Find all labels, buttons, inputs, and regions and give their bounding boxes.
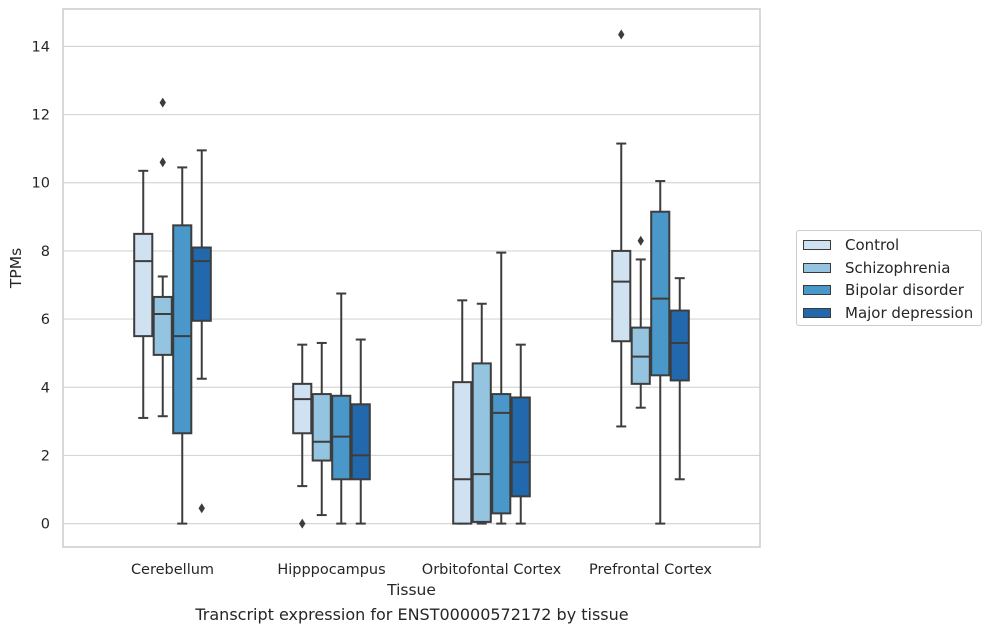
box-iqr <box>152 295 173 356</box>
box-control-cerebellum <box>133 169 154 419</box>
box-schizophrenia-prefrontal-cortex <box>630 235 651 409</box>
legend-swatch <box>803 285 831 296</box>
box-iqr <box>311 393 332 462</box>
box-control-prefrontal-cortex <box>611 29 632 428</box>
y-tick-label: 14 <box>32 39 50 55</box>
box-bipolar-disorder-cerebellum <box>172 166 193 525</box>
x-tick-label: Hipppocampus <box>277 562 385 578</box>
legend-label: Schizophrenia <box>845 258 951 277</box>
y-tick-label: 8 <box>41 244 50 260</box>
outlier-point <box>618 29 625 40</box>
box-iqr <box>452 381 473 525</box>
box-iqr <box>491 393 512 515</box>
box-major-depression-hipppocampus <box>350 338 371 525</box>
legend-item: Schizophrenia <box>797 257 981 280</box>
box-control-hipppocampus <box>292 343 313 529</box>
box-schizophrenia-cerebellum <box>152 97 173 418</box>
outlier-point <box>637 235 644 246</box>
box-major-depression-prefrontal-cortex <box>669 277 690 481</box>
box-iqr <box>510 396 531 498</box>
x-axis-label: Tissue <box>386 581 436 599</box>
box-schizophrenia-hipppocampus <box>311 341 332 517</box>
y-tick-label: 2 <box>41 448 50 464</box>
y-tick-label: 10 <box>32 176 50 192</box>
x-tick-label: Cerebellum <box>131 562 214 578</box>
outlier-point <box>299 518 306 529</box>
y-tick-label: 4 <box>41 380 50 396</box>
outlier-point <box>198 503 205 514</box>
legend-label: Major depression <box>845 303 974 322</box>
box-bipolar-disorder-orbitofontal-cortex <box>491 251 512 525</box>
box-control-orbitofontal-cortex <box>452 299 473 525</box>
y-tick-label: 0 <box>41 517 50 533</box>
plot-frame <box>62 8 761 548</box>
box-iqr <box>471 362 492 523</box>
outlier-point <box>159 157 166 168</box>
chart-caption: Transcript expression for ENST0000057217… <box>195 605 629 624</box>
box-iqr <box>350 403 371 481</box>
box-iqr <box>133 232 154 338</box>
legend-swatch <box>803 307 831 318</box>
legend: Control Schizophrenia Bipolar disorder Majo… <box>796 230 982 326</box>
box-iqr <box>611 249 632 343</box>
box-major-depression-cerebellum <box>191 149 212 514</box>
box-bipolar-disorder-hipppocampus <box>331 292 352 525</box>
x-tick-label: Prefrontal Cortex <box>589 562 712 578</box>
outlier-point <box>159 97 166 108</box>
y-axis-label: TPMs <box>7 248 25 289</box>
legend-item: Bipolar disorder <box>797 279 981 302</box>
legend-swatch <box>803 262 831 273</box>
legend-label: Bipolar disorder <box>845 281 964 300</box>
y-tick-label: 12 <box>32 108 50 124</box>
box-iqr <box>669 309 690 382</box>
box-iqr <box>172 224 193 435</box>
legend-item: Major depression <box>797 302 981 325</box>
box-iqr <box>191 246 212 322</box>
x-tick-label: Orbitofontal Cortex <box>422 562 562 578</box>
box-bipolar-disorder-prefrontal-cortex <box>650 180 671 525</box>
box-schizophrenia-orbitofontal-cortex <box>471 302 492 525</box>
legend-swatch <box>803 240 831 251</box>
box-iqr <box>650 210 671 377</box>
y-tick-label: 6 <box>41 312 50 328</box>
legend-label: Control <box>845 236 900 255</box>
box-major-depression-orbitofontal-cortex <box>510 343 531 525</box>
legend-item: Control <box>797 234 981 257</box>
box-iqr <box>292 382 313 435</box>
